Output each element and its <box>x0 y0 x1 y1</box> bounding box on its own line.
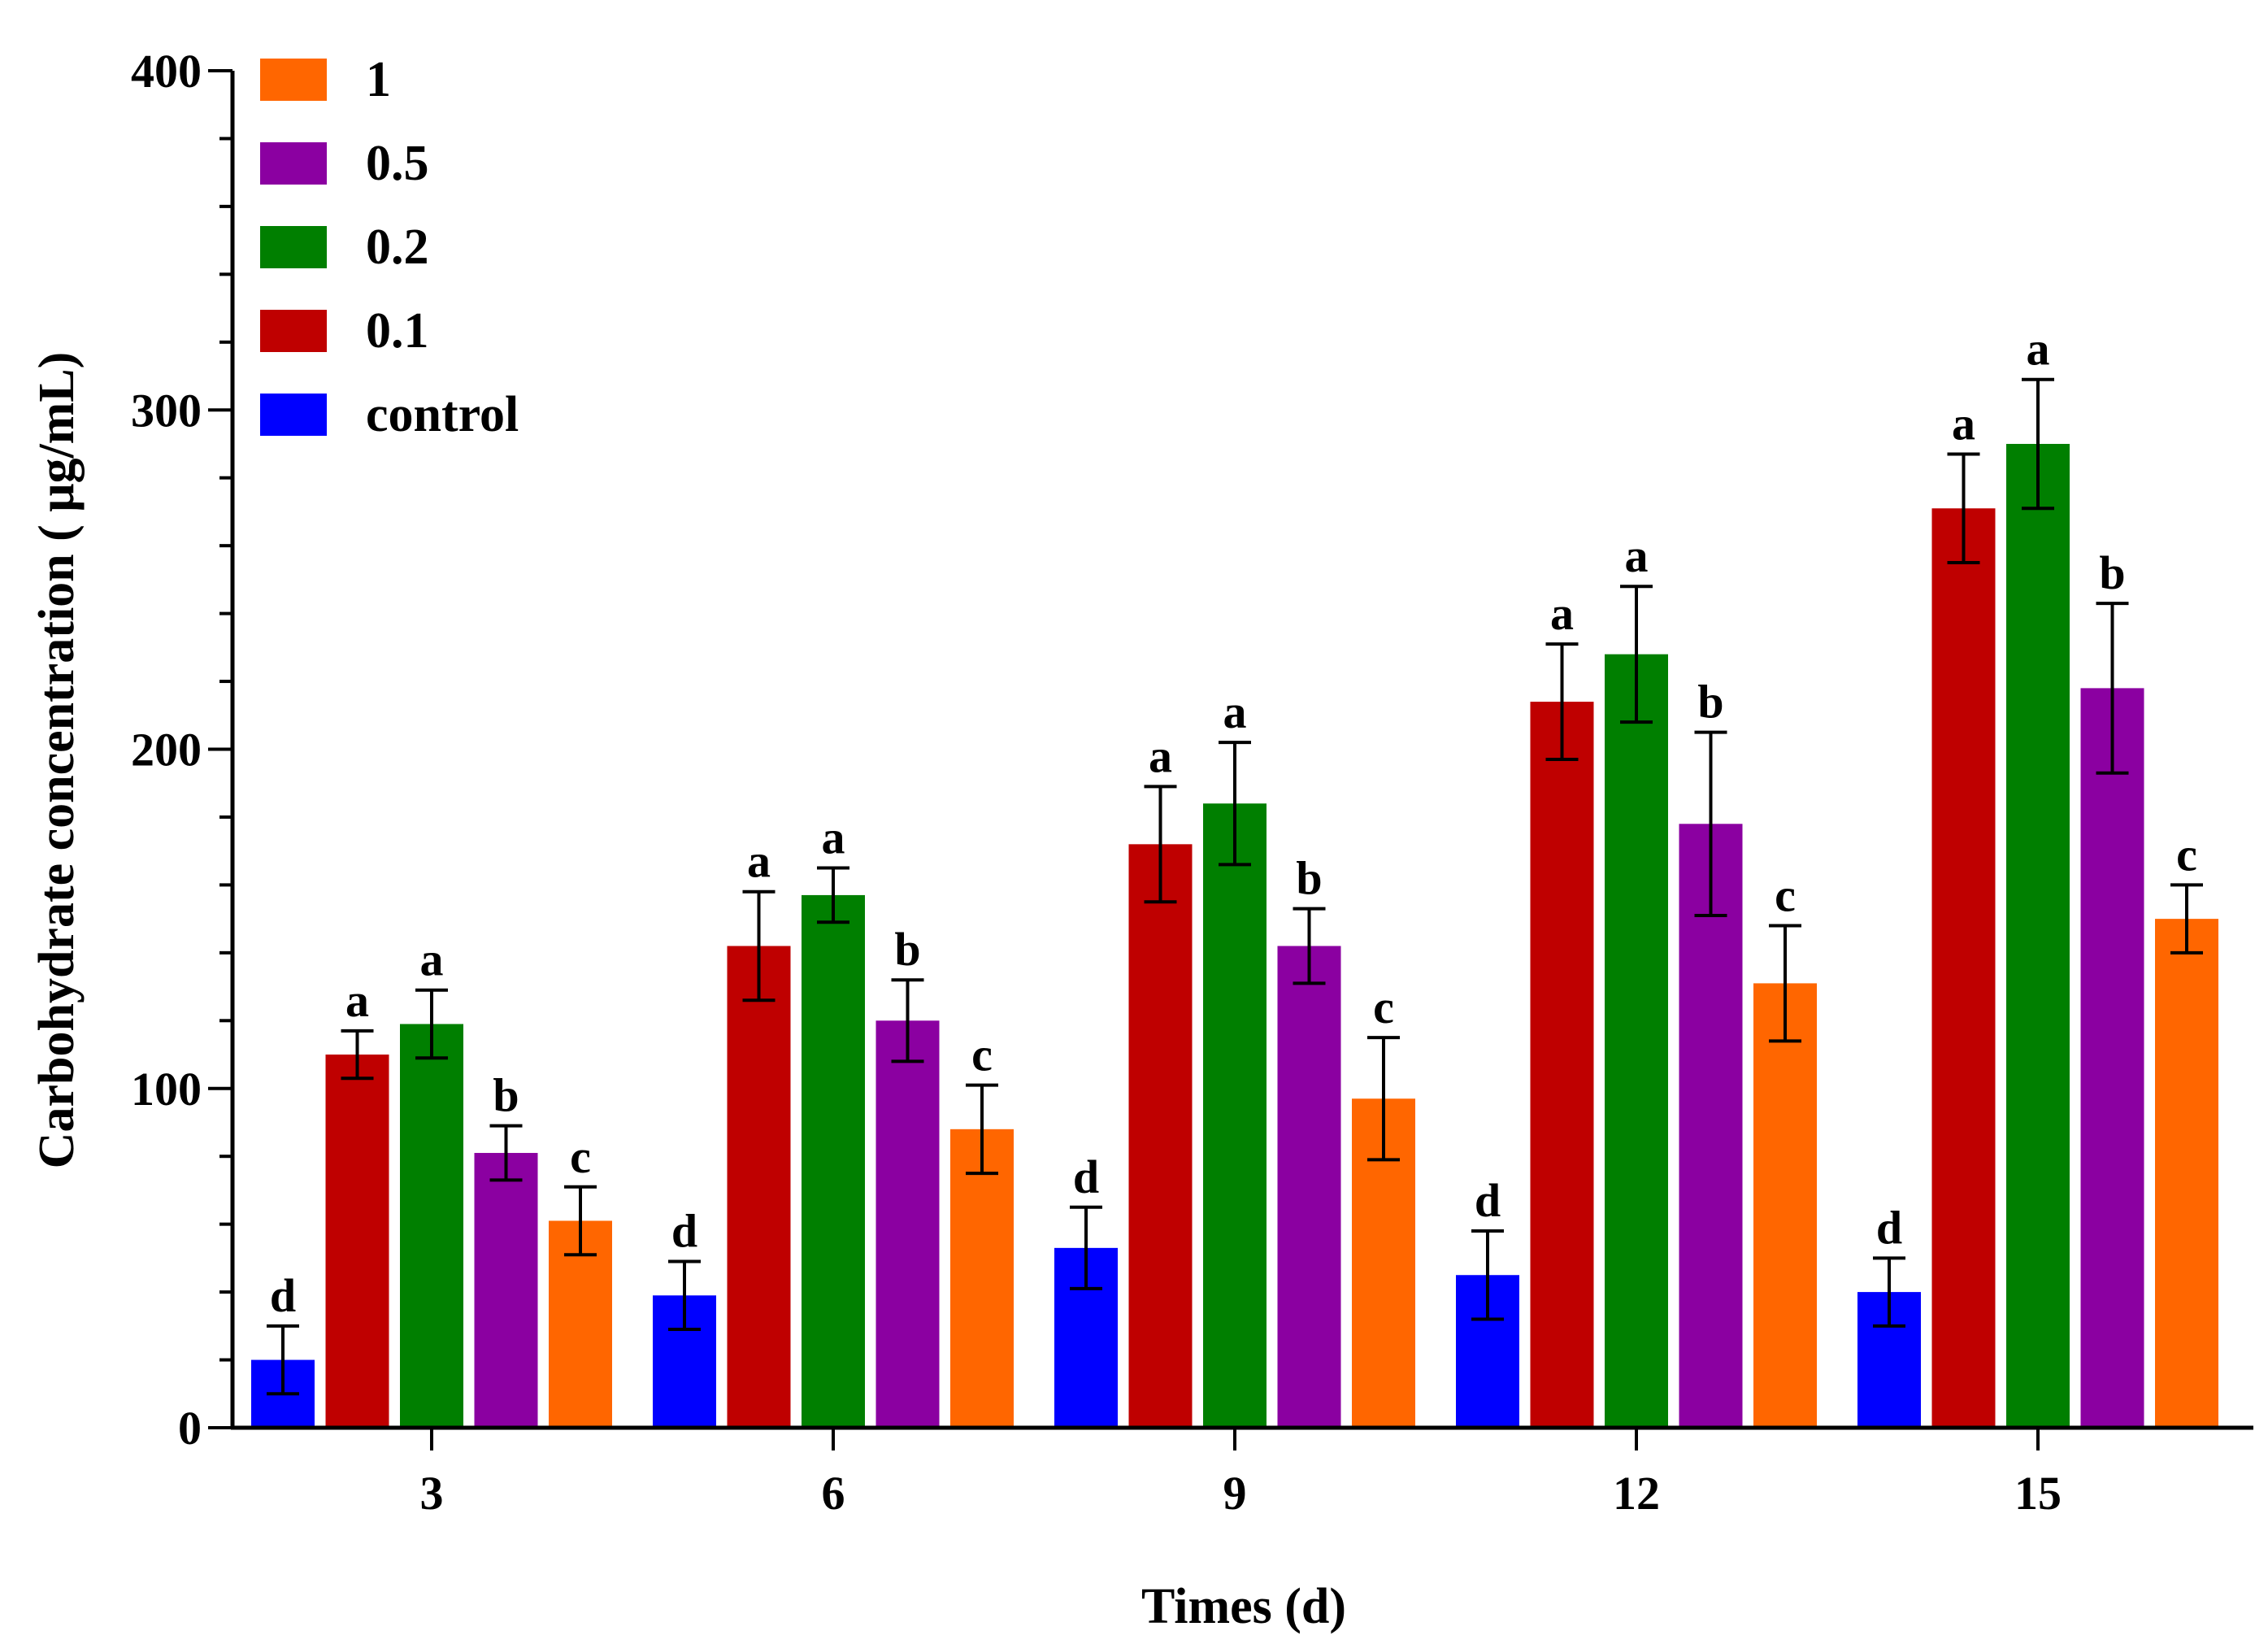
legend-swatch-0.2 <box>260 226 327 268</box>
significance-label-0.1-day-3: a <box>345 974 369 1027</box>
legend: 1 0.5 0.2 0.1 control <box>260 52 519 442</box>
significance-label-control-day-15: d <box>1876 1201 1902 1254</box>
significance-label-1-day-12: c <box>1775 868 1796 921</box>
bar-0.1-day-9 <box>1128 844 1193 1428</box>
significance-label-control-day-12: d <box>1475 1174 1501 1227</box>
significance-label-0.5-day-9: b <box>1296 852 1322 905</box>
bar-0.5-day-6 <box>875 1020 940 1428</box>
bar-1-day-15 <box>2155 919 2218 1428</box>
significance-label-0.5-day-15: b <box>2099 546 2125 599</box>
significance-label-0.1-day-9: a <box>1149 729 1172 782</box>
significance-label-control-day-3: d <box>270 1269 296 1322</box>
x-tick-label: 9 <box>1223 1467 1247 1520</box>
bar-0.2-day-9 <box>1203 803 1267 1428</box>
y-tick-label: 100 <box>131 1063 202 1116</box>
legend-swatch-1 <box>260 59 327 101</box>
bar-0.5-day-3 <box>474 1153 538 1428</box>
y-tick-label: 300 <box>131 384 202 437</box>
bar-0.5-day-12 <box>1679 824 1743 1428</box>
significance-label-0.1-day-6: a <box>747 835 771 888</box>
y-ticks: 0 100 200 300 400 <box>131 45 232 1455</box>
bar-0.1-day-3 <box>325 1055 389 1428</box>
x-tick-label: 6 <box>822 1467 845 1520</box>
y-axis-title: Carbohydrate concentration ( μg/mL) <box>29 352 85 1169</box>
significance-label-control-day-6: d <box>671 1205 697 1258</box>
legend-label-1: 1 <box>366 52 391 107</box>
bar-0.1-day-6 <box>727 946 791 1428</box>
bar-0.2-day-15 <box>2006 443 2070 1428</box>
x-tick-label: 12 <box>1613 1467 1660 1520</box>
significance-label-0.5-day-6: b <box>894 923 920 976</box>
bar-0.2-day-6 <box>802 894 865 1428</box>
significance-label-0.2-day-12: a <box>1625 529 1649 582</box>
significance-label-1-day-9: c <box>1373 981 1394 1033</box>
significance-label-1-day-6: c <box>971 1029 993 1081</box>
legend-swatch-control <box>260 394 327 436</box>
legend-label-control: control <box>366 387 519 442</box>
bar-1-day-6 <box>950 1129 1014 1428</box>
legend-swatch-0.5 <box>260 142 327 185</box>
bar-0.5-day-15 <box>2080 688 2144 1428</box>
significance-label-0.5-day-12: b <box>1697 676 1723 728</box>
y-tick-label: 200 <box>131 724 202 776</box>
bar-0.2-day-3 <box>400 1024 463 1428</box>
bar-0.5-day-9 <box>1277 946 1341 1428</box>
x-tick-label: 15 <box>2014 1467 2062 1520</box>
legend-label-0.5: 0.5 <box>366 136 429 191</box>
bar-1-day-12 <box>1753 983 1817 1428</box>
x-tick-label: 3 <box>420 1467 444 1520</box>
x-axis-title: Times (d) <box>1141 1579 1346 1634</box>
bar-0.1-day-15 <box>1931 508 1996 1429</box>
bar-0.1-day-12 <box>1530 702 1594 1428</box>
significance-label-0.1-day-12: a <box>1550 587 1574 640</box>
legend-swatch-0.1 <box>260 310 327 352</box>
x-ticks: 3 6 9 12 15 <box>420 1428 2062 1520</box>
significance-label-0.2-day-6: a <box>822 811 845 864</box>
y-tick-label: 400 <box>131 45 202 98</box>
significance-label-0.2-day-9: a <box>1223 685 1247 738</box>
significance-label-1-day-3: c <box>570 1130 591 1183</box>
legend-label-0.2: 0.2 <box>366 220 429 275</box>
significance-label-control-day-9: d <box>1073 1150 1099 1203</box>
significance-label-0.5-day-3: b <box>493 1069 519 1122</box>
y-tick-label: 0 <box>178 1402 202 1455</box>
bar-0.2-day-12 <box>1605 654 1668 1428</box>
legend-label-0.1: 0.1 <box>366 303 429 359</box>
significance-label-1-day-15: c <box>2176 828 2197 881</box>
significance-label-0.1-day-15: a <box>1952 397 1975 450</box>
significance-label-0.2-day-3: a <box>420 933 444 986</box>
significance-label-0.2-day-15: a <box>2027 323 2050 376</box>
